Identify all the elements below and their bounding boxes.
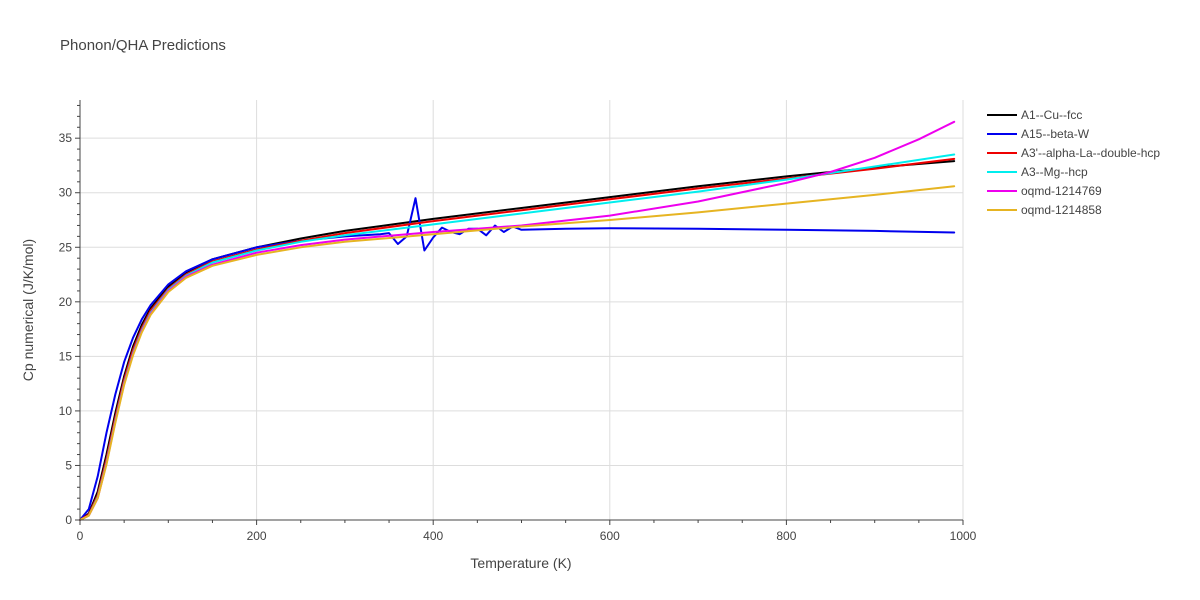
x-tick-label: 1000 <box>950 529 977 543</box>
y-tick-label: 25 <box>59 240 73 254</box>
x-axis-title: Temperature (K) <box>470 555 571 571</box>
legend-label: oqmd-1214858 <box>1021 203 1102 217</box>
legend-label: A3'--alpha-La--double-hcp <box>1021 146 1160 160</box>
y-tick-label: 20 <box>59 295 73 309</box>
y-tick-label: 10 <box>59 404 73 418</box>
legend-label: oqmd-1214769 <box>1021 184 1102 198</box>
legend-label: A3--Mg--hcp <box>1021 165 1088 179</box>
x-tick-label: 0 <box>77 529 84 543</box>
y-tick-label: 35 <box>59 131 73 145</box>
tick-labels: 0 200 400 600 800 1000 0 5 10 15 20 25 30 35 <box>59 131 977 543</box>
x-tick-label: 200 <box>247 529 267 543</box>
legend: A1--Cu--fcc A15--beta-W A3'--alpha-La--dou… <box>987 108 1160 217</box>
plot-area <box>79 120 956 521</box>
y-tick-label: 15 <box>59 349 73 363</box>
y-tick-label: 0 <box>65 513 72 527</box>
grid <box>80 100 964 520</box>
y-axis-title: Cp numerical (J/K/mol) <box>20 239 36 381</box>
series-line <box>79 185 956 521</box>
series-line <box>79 197 956 521</box>
series-line <box>79 120 956 521</box>
axes <box>75 100 964 525</box>
chart-title: Phonon/QHA Predictions <box>60 37 226 54</box>
x-tick-label: 400 <box>423 529 443 543</box>
x-tick-label: 800 <box>776 529 796 543</box>
legend-label: A1--Cu--fcc <box>1021 108 1082 122</box>
y-tick-label: 5 <box>65 458 72 472</box>
y-tick-label: 30 <box>59 186 73 200</box>
legend-label: A15--beta-W <box>1021 127 1090 141</box>
x-tick-label: 600 <box>600 529 620 543</box>
